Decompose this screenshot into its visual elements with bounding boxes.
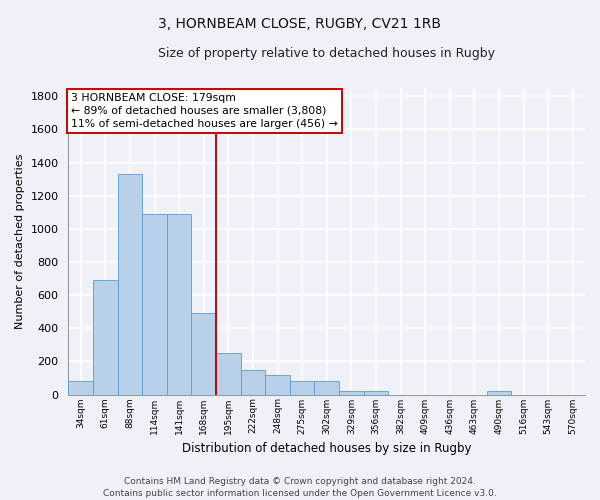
Bar [118, 174, 142, 394]
Bar [191, 314, 216, 394]
Bar [167, 214, 191, 394]
Bar [314, 382, 339, 394]
Bar [142, 214, 167, 394]
Bar [265, 374, 290, 394]
Bar [487, 391, 511, 394]
Bar [216, 353, 241, 395]
Text: 3 HORNBEAM CLOSE: 179sqm
← 89% of detached houses are smaller (3,808)
11% of sem: 3 HORNBEAM CLOSE: 179sqm ← 89% of detach… [71, 92, 338, 129]
Text: 3, HORNBEAM CLOSE, RUGBY, CV21 1RB: 3, HORNBEAM CLOSE, RUGBY, CV21 1RB [158, 18, 442, 32]
Title: Size of property relative to detached houses in Rugby: Size of property relative to detached ho… [158, 48, 495, 60]
Bar [290, 382, 314, 394]
Bar [364, 391, 388, 394]
Bar [93, 280, 118, 394]
Bar [68, 382, 93, 394]
Bar [339, 391, 364, 394]
Text: Contains HM Land Registry data © Crown copyright and database right 2024.
Contai: Contains HM Land Registry data © Crown c… [103, 476, 497, 498]
X-axis label: Distribution of detached houses by size in Rugby: Distribution of detached houses by size … [182, 442, 472, 455]
Y-axis label: Number of detached properties: Number of detached properties [15, 154, 25, 329]
Bar [241, 370, 265, 394]
